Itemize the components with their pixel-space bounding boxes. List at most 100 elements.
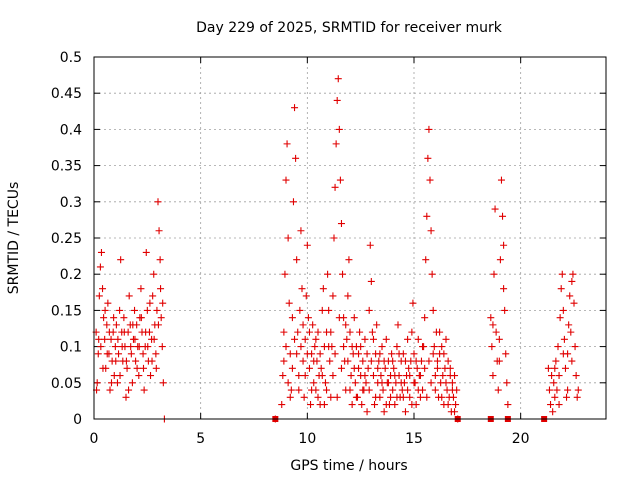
data-point — [122, 393, 130, 401]
data-point — [95, 335, 103, 343]
data-point — [116, 372, 124, 380]
data-point — [502, 350, 510, 358]
data-point — [491, 205, 499, 213]
data-point — [116, 306, 124, 314]
plot-frame — [93, 56, 607, 420]
data-point — [566, 292, 574, 300]
data-point — [310, 379, 318, 387]
data-point — [303, 241, 311, 249]
data-point — [144, 343, 152, 351]
data-point — [125, 292, 133, 300]
data-point — [427, 379, 435, 387]
data-point — [410, 350, 418, 358]
data-point — [97, 248, 105, 256]
data-point — [448, 379, 456, 387]
data-point — [123, 364, 131, 372]
data-point — [555, 401, 563, 409]
data-point — [438, 393, 446, 401]
data-point — [99, 364, 107, 372]
data-point — [105, 328, 113, 336]
data-point — [555, 372, 563, 380]
data-point — [554, 343, 562, 351]
data-point — [433, 357, 441, 365]
data-point — [504, 401, 512, 409]
data-point — [401, 408, 409, 416]
data-point — [150, 270, 158, 278]
data-point — [153, 306, 161, 314]
data-point — [344, 357, 352, 365]
data-point — [101, 306, 109, 314]
data-point — [148, 357, 156, 365]
data-point — [560, 335, 568, 343]
data-point — [154, 198, 162, 206]
data-point — [291, 104, 299, 112]
data-point — [287, 386, 295, 394]
y-tick-label: 0.3 — [60, 195, 82, 211]
y-tick-label: 0.25 — [51, 231, 82, 247]
y-tick-label: 0.5 — [60, 50, 82, 66]
data-point — [395, 350, 403, 358]
y-tick-label: 0.45 — [51, 86, 82, 102]
data-point — [357, 343, 365, 351]
data-point — [279, 372, 287, 380]
data-point — [568, 277, 576, 285]
data-point — [489, 321, 497, 329]
data-point — [314, 328, 322, 336]
data-point — [350, 364, 358, 372]
data-point — [337, 220, 345, 228]
data-point — [570, 299, 578, 307]
data-point — [404, 335, 412, 343]
data-point — [129, 321, 137, 329]
data-point — [286, 393, 294, 401]
data-point — [399, 393, 407, 401]
data-point — [288, 364, 296, 372]
data-point — [419, 343, 427, 351]
data-point — [331, 183, 339, 191]
data-point — [366, 241, 374, 249]
data-point — [157, 285, 165, 293]
data-point — [107, 379, 115, 387]
data-point — [421, 364, 429, 372]
data-point — [494, 386, 502, 394]
data-point — [423, 393, 431, 401]
data-point — [159, 299, 167, 307]
data-point — [433, 364, 441, 372]
data-point — [327, 328, 335, 336]
data-point — [553, 386, 561, 394]
data-point — [381, 364, 389, 372]
data-point — [489, 372, 497, 380]
x-tick-label: 20 — [512, 431, 530, 447]
x-tick-label: 0 — [90, 431, 99, 447]
data-point — [334, 75, 342, 83]
y-axis-label: SRMTID / TECUs — [6, 182, 22, 295]
data-point — [110, 314, 118, 322]
data-point — [297, 343, 305, 351]
data-point — [425, 357, 433, 365]
data-point — [397, 379, 405, 387]
data-point — [547, 401, 555, 409]
data-point — [427, 227, 435, 235]
data-point — [332, 140, 340, 148]
data-point — [361, 335, 369, 343]
data-point — [298, 285, 306, 293]
data-point — [293, 350, 301, 358]
data-point — [423, 212, 431, 220]
data-point — [325, 343, 333, 351]
data-point — [152, 364, 160, 372]
data-point — [549, 408, 557, 416]
data-point — [345, 256, 353, 264]
data-point — [444, 401, 452, 409]
data-point — [389, 386, 397, 394]
data-point — [369, 335, 377, 343]
x-tick-label: 5 — [196, 431, 205, 447]
data-point — [359, 386, 367, 394]
data-point — [382, 401, 390, 409]
data-point — [304, 314, 312, 322]
data-point — [143, 306, 151, 314]
y-tick-label: 0.4 — [60, 122, 82, 138]
data-point — [569, 270, 577, 278]
data-point — [346, 328, 354, 336]
data-point — [142, 328, 150, 336]
data-point — [449, 393, 457, 401]
